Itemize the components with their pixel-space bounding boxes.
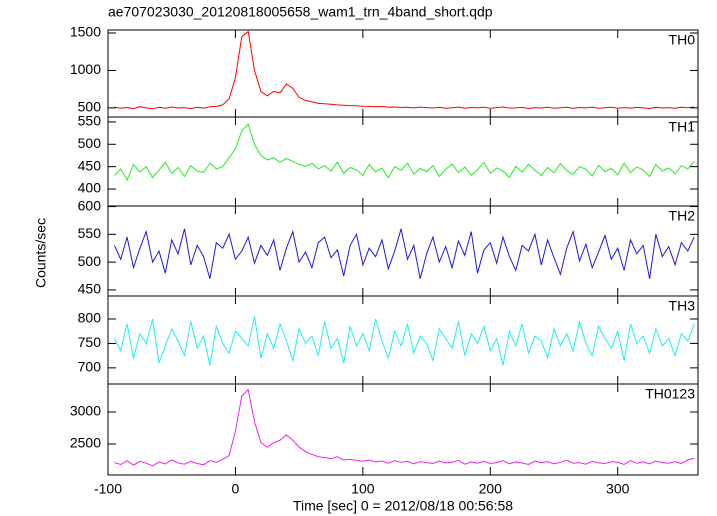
y-tick-label: 2500 (70, 435, 101, 451)
y-tick-label: 550 (78, 113, 102, 129)
y-tick-label: 500 (78, 253, 102, 269)
y-tick-label: 500 (78, 135, 102, 151)
y-tick-label: 450 (78, 157, 102, 173)
x-tick-label: 300 (606, 481, 630, 497)
panel-label: TH3 (669, 298, 696, 314)
y-tick-label: 700 (78, 359, 102, 375)
y-tick-label: 550 (78, 225, 102, 241)
y-tick-label: 450 (78, 281, 102, 297)
x-tick-label: 100 (351, 481, 375, 497)
light-curve (114, 123, 695, 182)
y-tick-label: 1000 (70, 61, 101, 77)
y-tick-label: 600 (78, 197, 102, 213)
y-axis-label: Counts/sec (33, 218, 49, 288)
x-tick-label: 200 (479, 481, 503, 497)
y-tick-label: 800 (78, 310, 102, 326)
panel-label: TH0 (669, 32, 696, 48)
panel-frame (107, 29, 699, 118)
x-axis-label: Time [sec] 0 = 2012/08/18 00:56:58 (293, 498, 513, 514)
y-tick-label: 500 (78, 99, 102, 115)
light-curve (114, 388, 695, 467)
panel-frame (107, 116, 699, 207)
chart-title: ae707023030_20120818005658_wam1_trn_4ban… (108, 4, 493, 20)
light-curve (113, 316, 695, 366)
y-tick-label: 750 (78, 334, 102, 350)
y-tick-label: 400 (78, 180, 102, 196)
y-tick-label: 1500 (70, 24, 101, 40)
panel-frame (107, 383, 699, 476)
panel-label: TH0123 (645, 386, 695, 402)
x-tick-label: -100 (94, 481, 122, 497)
panel-label: TH2 (669, 208, 696, 224)
light-curve (113, 228, 695, 279)
light-curve (114, 30, 695, 110)
y-tick-label: 3000 (70, 403, 101, 419)
panel-label: TH1 (669, 119, 696, 135)
x-tick-label: 0 (232, 481, 240, 497)
